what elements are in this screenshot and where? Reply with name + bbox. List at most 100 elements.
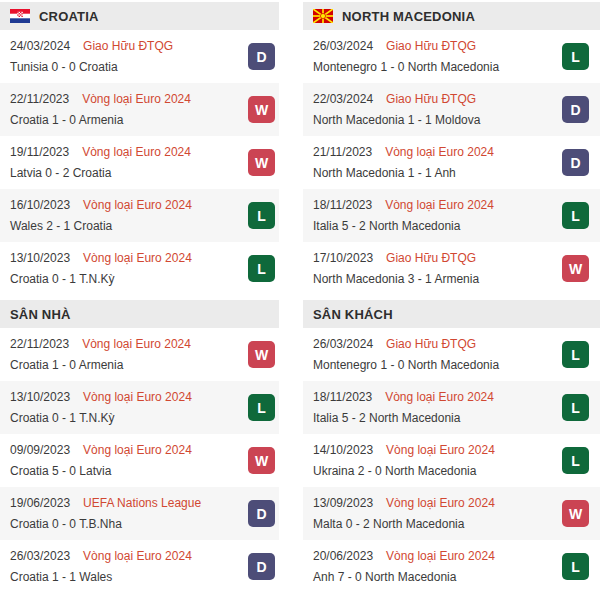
- outcome-badge: L: [562, 202, 589, 229]
- team-name: NORTH MACEDONIA: [342, 9, 475, 24]
- match-meta: 22/11/2023 Vòng loại Euro 2024: [10, 337, 235, 351]
- team-header-croatia: CROATIA: [0, 2, 279, 30]
- match-date: 19/06/2023: [10, 496, 70, 510]
- match-competition: Vòng loại Euro 2024: [83, 390, 192, 404]
- match-meta: 18/11/2023 Vòng loại Euro 2024: [313, 198, 556, 212]
- match-result: Croatia 0 - 1 T.N.Kỳ: [10, 272, 114, 286]
- match-row[interactable]: 19/06/2023 UEFA Nations League Croatia 0…: [0, 487, 279, 540]
- outcome-badge: W: [562, 255, 589, 282]
- match-competition: Giao Hữu ĐTQG: [386, 39, 476, 53]
- outcome-badge: W: [248, 447, 275, 474]
- match-date: 22/03/2024: [313, 92, 373, 106]
- match-date: 18/11/2023: [313, 198, 372, 212]
- outcome-badge: D: [248, 500, 275, 527]
- match-row[interactable]: 26/03/2024 Giao Hữu ĐTQG Montenegro 1 - …: [303, 30, 600, 83]
- croatia-flag-icon: [10, 9, 30, 23]
- match-result: Ukraina 2 - 0 North Macedonia: [313, 464, 476, 478]
- team-name: CROATIA: [39, 9, 99, 24]
- section-title: SÂN NHÀ: [10, 307, 71, 322]
- section-title: SÂN KHÁCH: [313, 307, 393, 322]
- match-row[interactable]: 13/09/2023 Vòng loại Euro 2024 Malta 0 -…: [303, 487, 600, 540]
- match-competition: Vòng loại Euro 2024: [82, 337, 191, 351]
- match-date: 09/09/2023: [10, 443, 70, 457]
- match-date: 19/11/2023: [10, 145, 69, 159]
- home-form-list-croatia: 22/11/2023 Vòng loại Euro 2024 Croatia 1…: [0, 328, 279, 593]
- match-date: 26/03/2024: [313, 337, 373, 351]
- match-date: 26/03/2023: [10, 549, 70, 563]
- match-competition: Giao Hữu ĐTQG: [386, 337, 476, 351]
- match-meta: 13/10/2023 Vòng loại Euro 2024: [10, 390, 235, 404]
- match-meta: 19/06/2023 UEFA Nations League: [10, 496, 235, 510]
- match-result: Italia 5 - 2 North Macedonia: [313, 219, 460, 233]
- match-date: 26/03/2024: [313, 39, 373, 53]
- recent-form-list-croatia: 24/03/2024 Giao Hữu ĐTQG Tunisia 0 - 0 C…: [0, 30, 279, 295]
- match-row[interactable]: 14/10/2023 Vòng loại Euro 2024 Ukraina 2…: [303, 434, 600, 487]
- match-date: 22/11/2023: [10, 92, 69, 106]
- match-meta: 20/06/2023 Vòng loại Euro 2024: [313, 549, 556, 563]
- match-result: Croatia 0 - 1 T.N.Kỳ: [10, 411, 114, 425]
- outcome-badge: L: [562, 447, 589, 474]
- match-competition: Vòng loại Euro 2024: [83, 443, 192, 457]
- match-competition: Vòng loại Euro 2024: [83, 549, 192, 563]
- match-competition: UEFA Nations League: [83, 496, 201, 510]
- match-meta: 13/09/2023 Vòng loại Euro 2024: [313, 496, 556, 510]
- match-meta: 09/09/2023 Vòng loại Euro 2024: [10, 443, 235, 457]
- match-result: Latvia 0 - 2 Croatia: [10, 166, 111, 180]
- north-macedonia-flag-icon: [313, 9, 333, 23]
- match-meta: 13/10/2023 Vòng loại Euro 2024: [10, 251, 235, 265]
- match-result: Malta 0 - 2 North Macedonia: [313, 517, 464, 531]
- match-meta: 18/11/2023 Vòng loại Euro 2024: [313, 390, 556, 404]
- match-result: Wales 2 - 1 Croatia: [10, 219, 112, 233]
- match-row[interactable]: 22/11/2023 Vòng loại Euro 2024 Croatia 1…: [0, 83, 279, 136]
- away-form-list-north-macedonia: 26/03/2024 Giao Hữu ĐTQG Montenegro 1 - …: [303, 328, 600, 593]
- match-competition: Vòng loại Euro 2024: [386, 496, 495, 510]
- match-date: 21/11/2023: [313, 145, 372, 159]
- team-header-north-macedonia: NORTH MACEDONIA: [303, 2, 600, 30]
- match-row[interactable]: 17/10/2023 Giao Hữu ĐTQG North Macedonia…: [303, 242, 600, 295]
- match-competition: Giao Hữu ĐTQG: [386, 92, 476, 106]
- match-row[interactable]: 24/03/2024 Giao Hữu ĐTQG Tunisia 0 - 0 C…: [0, 30, 279, 83]
- match-date: 16/10/2023: [10, 198, 70, 212]
- match-row[interactable]: 22/03/2024 Giao Hữu ĐTQG North Macedonia…: [303, 83, 600, 136]
- match-row[interactable]: 18/11/2023 Vòng loại Euro 2024 Italia 5 …: [303, 189, 600, 242]
- outcome-badge: L: [562, 553, 589, 580]
- match-date: 13/10/2023: [10, 390, 70, 404]
- match-row[interactable]: 20/06/2023 Vòng loại Euro 2024 Anh 7 - 0…: [303, 540, 600, 593]
- match-meta: 26/03/2023 Vòng loại Euro 2024: [10, 549, 235, 563]
- match-result: Croatia 1 - 0 Armenia: [10, 358, 123, 372]
- match-row[interactable]: 19/11/2023 Vòng loại Euro 2024 Latvia 0 …: [0, 136, 279, 189]
- match-row[interactable]: 21/11/2023 Vòng loại Euro 2024 North Mac…: [303, 136, 600, 189]
- match-competition: Vòng loại Euro 2024: [82, 145, 191, 159]
- match-result: Croatia 5 - 0 Latvia: [10, 464, 111, 478]
- outcome-badge: L: [562, 394, 589, 421]
- match-competition: Vòng loại Euro 2024: [385, 390, 494, 404]
- match-result: Italia 5 - 2 North Macedonia: [313, 411, 460, 425]
- match-meta: 19/11/2023 Vòng loại Euro 2024: [10, 145, 235, 159]
- match-date: 14/10/2023: [313, 443, 373, 457]
- match-result: Montenegro 1 - 0 North Macedonia: [313, 60, 499, 74]
- match-meta: 16/10/2023 Vòng loại Euro 2024: [10, 198, 235, 212]
- outcome-badge: D: [562, 149, 589, 176]
- match-row[interactable]: 13/10/2023 Vòng loại Euro 2024 Croatia 0…: [0, 242, 279, 295]
- match-result: North Macedonia 1 - 1 Anh: [313, 166, 456, 180]
- match-result: Croatia 1 - 0 Armenia: [10, 113, 123, 127]
- match-date: 24/03/2024: [10, 39, 70, 53]
- match-row[interactable]: 13/10/2023 Vòng loại Euro 2024 Croatia 0…: [0, 381, 279, 434]
- outcome-badge: D: [248, 553, 275, 580]
- match-row[interactable]: 26/03/2023 Vòng loại Euro 2024 Croatia 1…: [0, 540, 279, 593]
- team-column-north-macedonia: NORTH MACEDONIA 26/03/2024 Giao Hữu ĐTQG…: [303, 2, 600, 593]
- match-competition: Vòng loại Euro 2024: [83, 198, 192, 212]
- match-meta: 22/03/2024 Giao Hữu ĐTQG: [313, 92, 556, 106]
- match-row[interactable]: 16/10/2023 Vòng loại Euro 2024 Wales 2 -…: [0, 189, 279, 242]
- match-result: Tunisia 0 - 0 Croatia: [10, 60, 118, 74]
- recent-form-panel: CROATIA 24/03/2024 Giao Hữu ĐTQG Tunisia…: [0, 0, 600, 593]
- outcome-badge: W: [562, 500, 589, 527]
- match-row[interactable]: 26/03/2024 Giao Hữu ĐTQG Montenegro 1 - …: [303, 328, 600, 381]
- match-row[interactable]: 18/11/2023 Vòng loại Euro 2024 Italia 5 …: [303, 381, 600, 434]
- match-competition: Vòng loại Euro 2024: [83, 251, 192, 265]
- match-row[interactable]: 09/09/2023 Vòng loại Euro 2024 Croatia 5…: [0, 434, 279, 487]
- match-row[interactable]: 22/11/2023 Vòng loại Euro 2024 Croatia 1…: [0, 328, 279, 381]
- match-date: 18/11/2023: [313, 390, 372, 404]
- outcome-badge: L: [248, 394, 275, 421]
- match-result: Croatia 1 - 1 Wales: [10, 570, 112, 584]
